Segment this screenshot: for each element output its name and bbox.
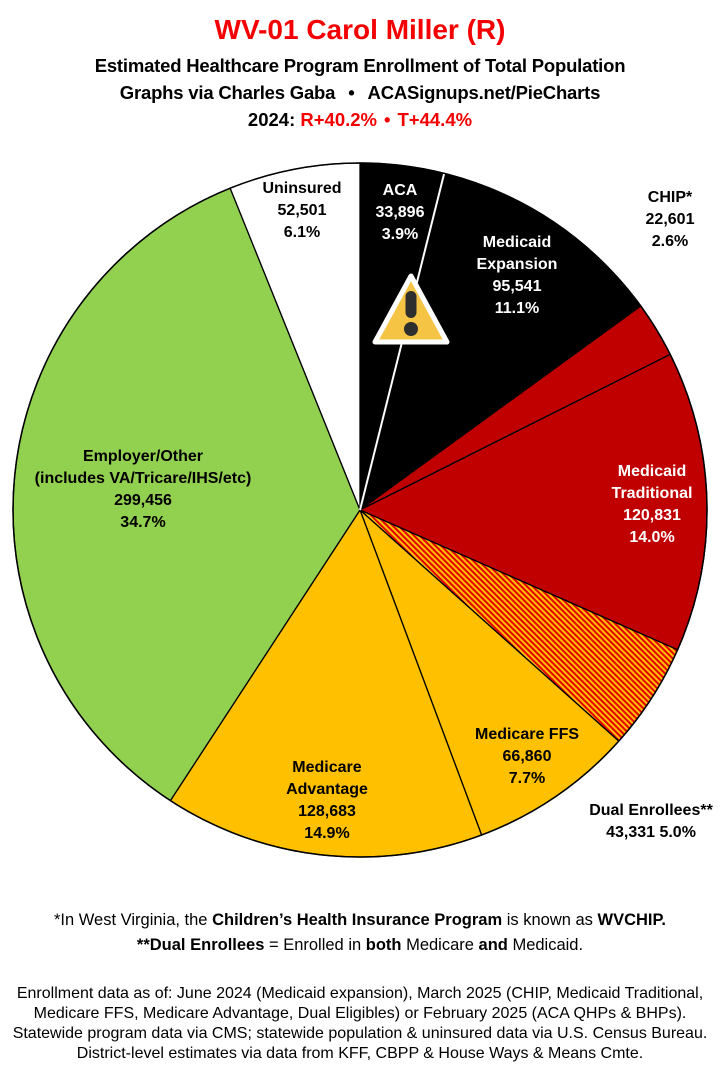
slice-name: ACA [382,182,418,199]
slice-name: Medicare FFS [474,726,580,743]
footnote-text: WVCHIP. [597,911,666,929]
slice-label-medicare-ffs: Medicare FFS 66,860 7.7% [475,724,579,790]
slice-label-dual-enrollees: Dual Enrollees** 43,331 5.0% [589,800,713,844]
slice-name: Medicaid [617,463,687,480]
footnote-text: *In West Virginia, the [54,911,213,929]
slice-name: Uninsured [262,180,342,197]
slice-percent: 34.7% [120,514,166,531]
credit-author: Graphs via Charles Gaba [119,82,336,103]
slice-percent: 2.6% [651,233,689,250]
slice-label-medicare-advantage: Medicare Advantage 128,683 14.9% [286,757,368,845]
source-line: District-level estimates via data from K… [76,1045,644,1062]
slice-name: (includes VA/Tricare/IHS/etc) [34,470,252,487]
credit-line: Graphs via Charles Gaba • ACASignups.net/P… [0,81,720,105]
warning-icon [372,273,450,345]
slice-count: 120,831 [623,507,681,524]
slice-percent: 14.9% [304,825,350,842]
footnote-text: Medicaid. [507,936,584,954]
footnote-text: Medicare [401,936,479,954]
slice-label-aca: ACA 33,896 3.9% [376,180,425,246]
bullet-icon: • [384,109,391,130]
slice-label-employer-other: Employer/Other (includes VA/Tricare/IHS/… [35,446,252,534]
slice-percent: 6.1% [283,224,321,241]
source-line: Enrollment data as of: June 2024 (Medica… [16,985,704,1002]
source-line: Medicare FFS, Medicare Advantage, Dual E… [33,1005,687,1022]
year-label: 2024: [247,109,296,130]
pie-chart-area: ACA 33,896 3.9% Medicaid Expansion 95,54… [0,140,720,885]
slice-count: 43,331 5.0% [606,824,696,841]
slice-label-uninsured: Uninsured 52,501 6.1% [262,178,341,244]
footnote-text: and [478,936,508,954]
footnote-sources: Enrollment data as of: June 2024 (Medica… [0,984,720,1064]
slice-percent: 11.1% [494,300,540,317]
slice-count: 33,896 [375,204,425,221]
slice-count: 128,683 [298,803,356,820]
slice-count: 299,456 [114,492,172,509]
t-margin: T+44.4% [397,109,473,130]
footnote-chip-line: *In West Virginia, the Children’s Health… [0,908,720,933]
slice-name: Medicare [292,759,362,776]
slice-name: Employer/Other [82,448,204,465]
footnote-text: both [365,936,402,954]
footnote-text: is known as [502,911,598,929]
credit-site: ACASignups.net/PieCharts [367,82,601,103]
slice-count: 52,501 [277,202,327,219]
slice-count: 95,541 [492,278,542,295]
footnote-text: = Enrolled in [264,936,366,954]
slice-name: Traditional [611,485,693,502]
slice-name: Dual Enrollees** [589,802,713,819]
slice-count: 22,601 [645,211,695,228]
slice-count: 66,860 [502,748,552,765]
slice-name: Advantage [286,781,368,798]
source-line: Statewide program data via CMS; statewid… [12,1025,708,1042]
slice-label-medicaid-expansion: Medicaid Expansion 95,541 11.1% [477,232,558,320]
footnote-text: **Dual Enrollees [136,936,265,954]
slice-name: Expansion [476,256,558,273]
slice-name: Medicaid [482,234,552,251]
footnote-definitions: *In West Virginia, the Children’s Health… [0,908,720,958]
slice-percent: 7.7% [508,770,546,787]
partisan-lean-line: 2024: R+40.2% • T+44.4% [0,108,720,132]
r-margin: R+40.2% [300,109,378,130]
pie-chart [12,162,708,858]
footnote-dual-line: **Dual Enrollees = Enrolled in both Medi… [0,933,720,958]
slice-name: CHIP* [647,189,693,206]
slice-label-medicaid-traditional: Medicaid Traditional 120,831 14.0% [612,461,693,549]
page-title: WV-01 Carol Miller (R) [214,14,506,45]
pie-outline [12,162,708,858]
slice-percent: 3.9% [381,226,419,243]
slice-percent: 14.0% [629,529,675,546]
chart-subtitle: Estimated Healthcare Program Enrollment … [94,55,626,76]
slice-label-chip: CHIP* 22,601 2.6% [646,187,695,253]
bullet-icon: • [348,82,355,103]
footnote-text: Children’s Health Insurance Program [212,911,503,929]
